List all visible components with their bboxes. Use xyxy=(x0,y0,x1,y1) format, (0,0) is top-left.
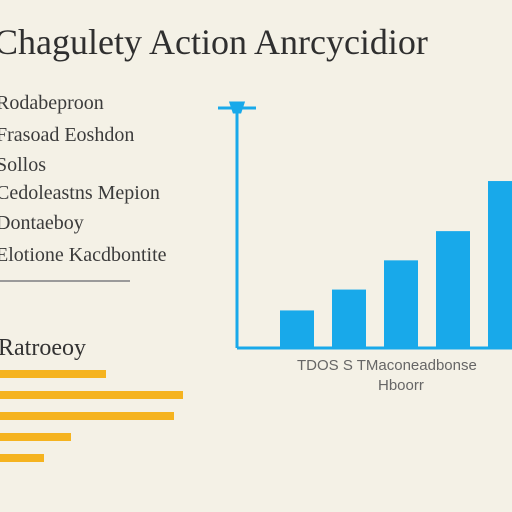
list-item: Elotione Kacdbontite xyxy=(0,244,167,266)
x-axis-label: TDOS S TMaconeadbonse xyxy=(297,357,477,374)
vertical-bar-chart: TDOS S TMaconeadbonse Hboorr xyxy=(200,90,512,420)
list-item: Rodabeproon xyxy=(0,92,104,114)
y-axis-cap xyxy=(218,101,256,114)
horizontal-bar xyxy=(0,433,71,441)
bar xyxy=(280,310,314,348)
page-title: Chagulety Action Anrcycidior xyxy=(0,22,428,62)
bar xyxy=(488,181,512,348)
horizontal-bar xyxy=(0,391,183,399)
list-item: Dontaeboy xyxy=(0,212,84,234)
x-axis-sublabel: Hboorr xyxy=(378,377,424,394)
horizontal-bar xyxy=(0,370,106,378)
bar xyxy=(436,231,470,348)
horizontal-bar xyxy=(0,454,44,462)
section-label: Ratroeoy xyxy=(0,335,86,361)
bar xyxy=(384,260,418,348)
horizontal-bar xyxy=(0,412,174,420)
list-item: Frasoad Eoshdon xyxy=(0,124,135,146)
horizontal-bar-chart xyxy=(0,370,200,470)
bar xyxy=(332,289,366,348)
vertical-bar-chart-svg xyxy=(218,101,512,350)
section-divider xyxy=(0,280,130,282)
list-item: Cedoleastns Mepion xyxy=(0,182,160,204)
list-item: Sollos xyxy=(0,154,47,176)
